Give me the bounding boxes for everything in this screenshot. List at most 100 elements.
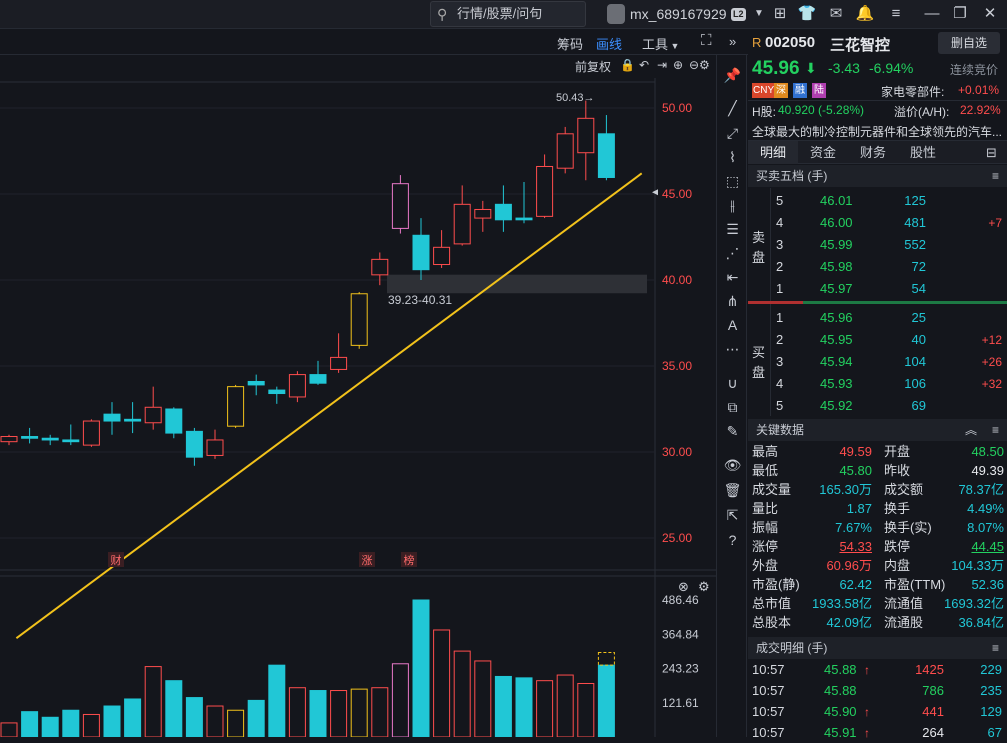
volume-bar [350,688,368,737]
zoom-out-icon[interactable]: ⊖ [689,58,700,72]
kline-chart[interactable]: 50.00 45.00 40.00 35.00 30.00 25.00 486.46 364… [0,78,716,737]
help-icon[interactable]: ? [728,532,737,548]
keydata-label: 量比 [752,501,779,516]
fullscreen-icon[interactable]: ⛶ [701,32,712,49]
magnet-icon[interactable]: ∪ [727,375,738,391]
sell-level[interactable]: 2 45.98 72 [748,257,1007,277]
price-tick: 30.00 [662,445,692,459]
text-tool-icon[interactable]: A [727,317,738,333]
close-indicator-icon[interactable]: ⊗ [678,579,689,594]
pitchfork-tool-icon[interactable]: ⋔ [726,293,739,309]
chevron-down-icon[interactable]: ▼ [754,8,764,19]
candle [577,100,595,181]
buy-level[interactable]: 3 45.94 104 +26 [748,352,1007,372]
buy-level[interactable]: 4 45.93 106 +32 [748,374,1007,394]
candle [103,402,121,435]
pen-icon[interactable]: ✎ [726,423,739,439]
candle [0,434,18,446]
lock-icon[interactable]: 🔒 [620,58,635,72]
collapse-panel-icon[interactable]: » [729,34,737,49]
restore-icon[interactable]: ❐ [953,5,967,22]
pin-icon[interactable]: 📌 [723,67,742,83]
level-price: 45.96 [820,310,853,325]
shirt-icon[interactable]: 👕 [797,5,817,22]
indicator-settings-icon[interactable]: ⚙ [698,579,710,594]
more-tools-icon[interactable]: ⋯ [725,341,740,357]
candle [350,292,368,349]
volume-bar [103,705,121,737]
keydata-label: 总股本 [752,615,792,630]
candle [268,386,286,404]
sell-level[interactable]: 3 45.99 552 [748,235,1007,255]
zoom-in-icon[interactable]: ⊕ [673,58,684,72]
keydata-label: 换手 [884,501,911,516]
volume-bar [144,666,162,737]
price-tick: 25.00 [662,531,692,545]
eye-icon[interactable]: 👁 [723,457,742,473]
sell-level[interactable]: 1 45.97 54 [748,279,1007,299]
parallel-tool-icon[interactable]: ⫲ [730,197,735,213]
sector-label[interactable]: 家电零部件: [881,85,945,99]
tab-more-icon[interactable]: ⊟ [986,145,997,160]
event-marker[interactable] [359,552,375,567]
keydata-label: 市盈(TTM) [884,577,946,592]
undo-icon[interactable]: ↶ [639,58,650,72]
sell-level[interactable]: 5 46.01 125 [748,191,1007,211]
tools-button[interactable]: 工具 ▼ [642,37,680,52]
volume-bar [433,629,451,737]
tab-bar: 明细 资金 财务 股性 ⊟ [748,140,1007,164]
menu-icon[interactable]: ≡ [991,423,999,437]
copy-icon[interactable]: ⧉ [727,399,738,415]
adjust-mode[interactable]: 前复权 [575,60,612,74]
candle [185,427,203,466]
bell-icon[interactable]: 🔔 [855,5,875,22]
trend-line[interactable] [15,172,658,640]
event-marker[interactable] [401,552,417,567]
trash-icon[interactable]: 🗑 [723,482,742,498]
key-data: 最高 49.59 开盘 48.50 最低 45.80 昨收 49.39 成交量 16… [748,442,1007,632]
tab-detail[interactable]: 明细 [748,141,798,164]
r-badge: R [752,35,762,50]
buy-level[interactable]: 2 45.95 40 +12 [748,330,1007,350]
level-num: 5 [776,398,784,413]
measure-tool-icon[interactable]: ⇤ [726,269,739,285]
menu-icon[interactable]: ≡ [991,641,999,655]
grid-icon[interactable]: ⊞ [773,5,787,22]
volume-tick: 121.61 [662,696,699,710]
menu-icon[interactable]: ≡ [891,5,901,22]
avatar[interactable] [607,4,625,24]
settings-icon[interactable]: ⚙ [699,58,710,72]
username[interactable]: mx_689167929 [630,6,727,22]
polyline-tool-icon[interactable]: ⌇ [729,149,736,165]
event-marker[interactable] [108,552,124,567]
tab-funds[interactable]: 资金 [809,145,836,160]
draw-line-button[interactable]: 画线 [596,37,623,52]
chouma-button[interactable]: 筹码 [557,37,584,52]
buy-level[interactable]: 1 45.96 25 [748,308,1007,328]
volume-bar [62,709,80,737]
volume-tick: 364.84 [662,627,699,641]
remove-watchlist-button[interactable]: 删自选 [938,32,1000,54]
mail-icon[interactable]: ✉ [829,5,843,22]
ray-tool-icon[interactable]: ⤢ [726,125,739,141]
candle [556,126,574,174]
line-tool-icon[interactable]: ╱ [728,100,737,116]
tab-finance[interactable]: 财务 [859,145,886,160]
close-icon[interactable]: ✕ [983,5,997,22]
volume-bar [124,698,142,737]
level-num: 1 [776,310,784,325]
menu-icon[interactable]: ≡ [991,169,999,183]
fan-tool-icon[interactable]: ⋰ [725,245,740,261]
down-arrow-icon: ⬇ [805,60,817,76]
pan-icon[interactable]: ⇥ [657,58,668,72]
search-input[interactable]: ⚲ 行情/股票/问句 [430,1,586,27]
fib-tool-icon[interactable]: ☰ [726,221,739,237]
collapse-icon[interactable]: ︽ [964,423,977,437]
minimize-icon[interactable]: — [924,5,940,22]
export-icon[interactable]: ⇱ [726,507,739,523]
tab-character[interactable]: 股性 [909,145,936,160]
buy-level[interactable]: 5 45.92 69 [748,396,1007,416]
trend-line-stroke[interactable] [15,172,643,640]
sell-level[interactable]: 4 46.00 481 +7 [748,213,1007,233]
rect-tool-icon[interactable]: ⬚ [725,173,740,189]
